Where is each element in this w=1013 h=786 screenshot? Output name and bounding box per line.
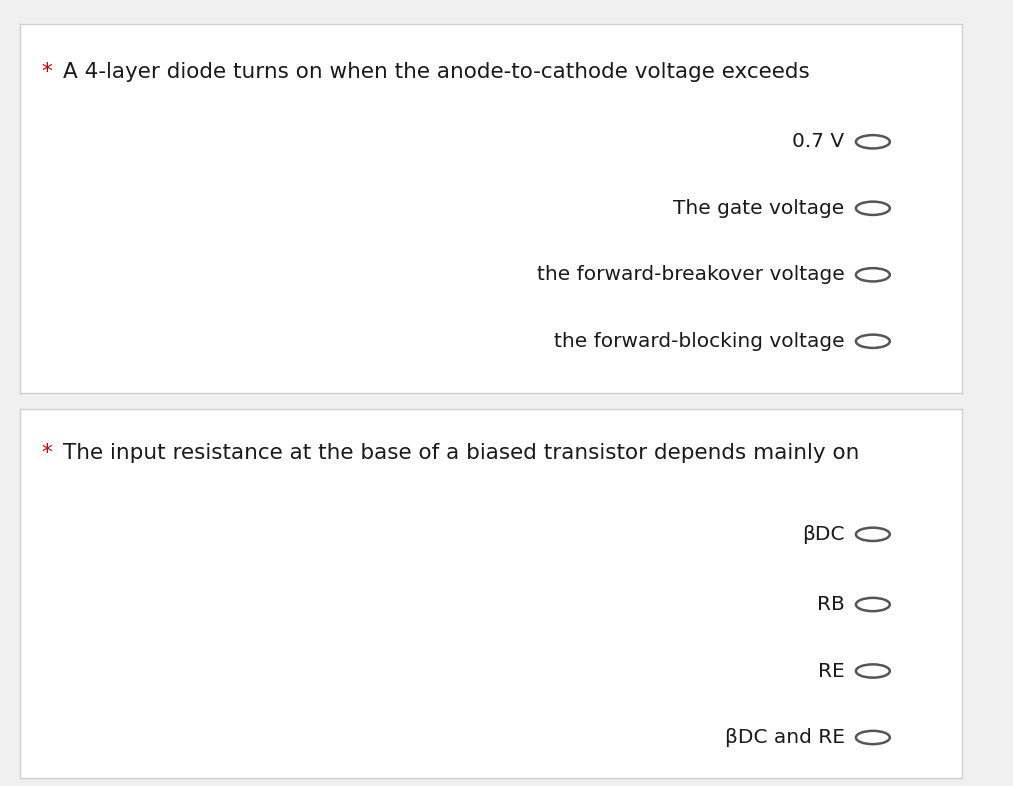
Circle shape (856, 598, 889, 612)
Text: βDC: βDC (802, 525, 845, 544)
Text: RB: RB (816, 595, 845, 614)
Text: RE: RE (817, 662, 845, 681)
Circle shape (856, 527, 889, 541)
Circle shape (856, 335, 889, 348)
Circle shape (856, 268, 889, 281)
Circle shape (856, 135, 889, 149)
Text: *: * (41, 61, 52, 82)
Circle shape (856, 731, 889, 744)
Circle shape (856, 202, 889, 215)
Text: The input resistance at the base of a biased transistor depends mainly on: The input resistance at the base of a bi… (63, 443, 859, 463)
Text: the forward-blocking voltage: the forward-blocking voltage (554, 332, 845, 351)
Text: βDC and RE: βDC and RE (724, 728, 845, 747)
Text: The gate voltage: The gate voltage (674, 199, 845, 218)
Text: *: * (41, 443, 52, 463)
Text: A 4-layer diode turns on when the anode-to-cathode voltage exceeds: A 4-layer diode turns on when the anode-… (63, 61, 809, 82)
Text: 0.7 V: 0.7 V (792, 132, 845, 151)
Text: the forward-breakover voltage: the forward-breakover voltage (537, 266, 845, 285)
Circle shape (856, 664, 889, 678)
